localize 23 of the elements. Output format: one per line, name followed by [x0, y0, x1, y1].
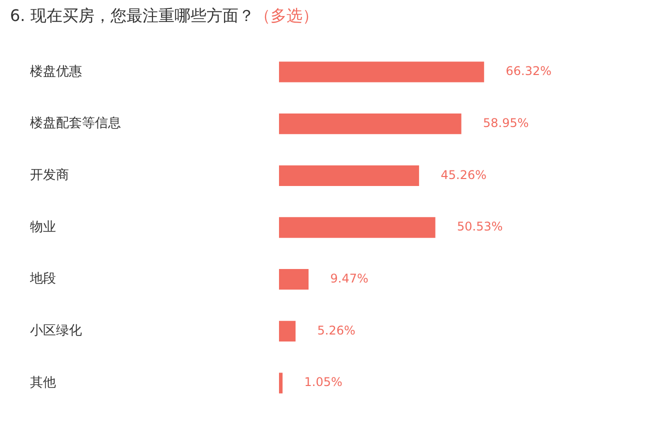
y-tick-label: 其他: [30, 375, 56, 390]
bar: [279, 165, 420, 186]
bar: [279, 62, 484, 82]
data-label: 45.26%: [440, 168, 487, 182]
y-tick-label: 物业: [30, 220, 56, 235]
y-tick-label: 小区绿化: [30, 324, 82, 339]
data-label: 5.26%: [317, 323, 356, 338]
data-label: 66.32%: [506, 64, 552, 78]
y-tick-label: 楼盘优惠: [30, 64, 82, 80]
bar: [279, 113, 462, 134]
data-label: 58.95%: [483, 116, 529, 130]
data-label: 1.05%: [304, 375, 342, 390]
bar: [279, 269, 309, 290]
bar: [279, 320, 296, 342]
bar: [279, 372, 283, 394]
y-tick-label: 地段: [29, 272, 56, 287]
data-label: 9.47%: [330, 271, 368, 286]
bar: [279, 217, 436, 238]
y-tick-label: 开发商: [30, 168, 69, 184]
data-label: 50.53%: [457, 220, 503, 234]
y-tick-label: 楼盘配套等信息: [30, 116, 121, 132]
text: 6. 现在买房，您最注重哪些方面？: [10, 6, 254, 25]
chart-subtitle: （多选）: [254, 6, 318, 25]
